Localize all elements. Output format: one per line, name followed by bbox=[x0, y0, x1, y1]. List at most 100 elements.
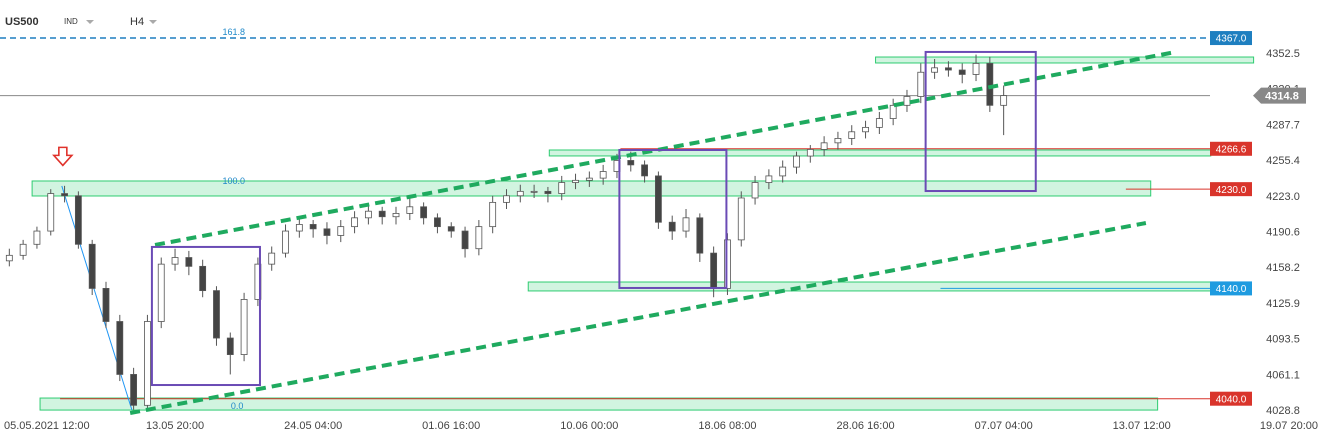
candle-body bbox=[475, 226, 483, 250]
zone bbox=[527, 281, 1212, 292]
interval[interactable]: H4 bbox=[130, 16, 144, 28]
current-price-badge bbox=[1253, 87, 1306, 104]
candle-body bbox=[337, 226, 345, 236]
fib-label: 161.8 bbox=[222, 27, 245, 37]
zone bbox=[875, 56, 1255, 64]
candle-body bbox=[5, 254, 13, 262]
candle-body bbox=[503, 195, 510, 203]
x-tick-label: 18.06 08:00 bbox=[698, 420, 756, 432]
candle-body bbox=[447, 226, 455, 232]
candle-body bbox=[33, 230, 41, 245]
trendline bbox=[154, 49, 1177, 247]
zone bbox=[31, 180, 1152, 197]
candle-body bbox=[917, 71, 925, 97]
y-tick-label: 4125.9 bbox=[1266, 298, 1300, 310]
candle-body bbox=[185, 257, 193, 267]
level-badge bbox=[1210, 141, 1252, 156]
instrument-kind[interactable]: IND bbox=[64, 17, 78, 26]
x-tick-label: 10.06 00:00 bbox=[560, 420, 618, 432]
candle-body bbox=[986, 63, 994, 106]
x-tick-label: 13.05 20:00 bbox=[146, 420, 204, 432]
candle-body bbox=[295, 224, 303, 232]
candle-body bbox=[282, 230, 289, 254]
trendline bbox=[129, 221, 1147, 416]
candle-body bbox=[213, 290, 220, 339]
level-badge bbox=[1210, 281, 1252, 296]
level-label: 4040.0 bbox=[1216, 394, 1247, 405]
candle-body bbox=[654, 175, 662, 223]
fib-label: 100.0 bbox=[222, 176, 245, 186]
candle-body bbox=[806, 149, 814, 157]
candle-body bbox=[958, 69, 966, 75]
candle-body bbox=[1000, 95, 1008, 106]
level-label: 4367.0 bbox=[1216, 34, 1247, 45]
candle-body bbox=[737, 197, 745, 241]
candle-body bbox=[268, 252, 276, 265]
level-label: 4140.0 bbox=[1216, 284, 1247, 295]
level-label: 4266.6 bbox=[1216, 144, 1247, 155]
candle-body bbox=[696, 217, 704, 254]
candle-body bbox=[820, 142, 828, 150]
candle-body bbox=[544, 190, 552, 194]
dropdown-icon[interactable] bbox=[149, 20, 157, 24]
level-badge bbox=[1210, 391, 1252, 406]
candle-body bbox=[102, 288, 110, 322]
candle-body bbox=[972, 63, 980, 75]
y-tick-label: 4223.0 bbox=[1266, 191, 1300, 203]
candle-body bbox=[779, 166, 787, 177]
candle-body bbox=[585, 177, 593, 181]
candle-body bbox=[751, 182, 759, 199]
candle-body bbox=[516, 190, 524, 197]
zone bbox=[39, 397, 1159, 411]
candle-body bbox=[848, 131, 856, 139]
x-tick-label: 19.07 20:00 bbox=[1260, 420, 1318, 432]
y-tick-label: 4158.2 bbox=[1266, 262, 1300, 274]
level-badge bbox=[1210, 182, 1252, 197]
y-tick-label: 4190.6 bbox=[1266, 227, 1300, 239]
y-tick-label: 4093.5 bbox=[1266, 334, 1300, 346]
box bbox=[618, 148, 728, 289]
fib-line bbox=[61, 185, 133, 411]
candle-body bbox=[130, 374, 138, 406]
candle-body bbox=[351, 217, 358, 228]
x-tick-label: 28.06 16:00 bbox=[836, 420, 894, 432]
candle-body bbox=[931, 67, 938, 73]
level-badge bbox=[1210, 31, 1252, 46]
candle-body bbox=[862, 126, 869, 133]
candle-body bbox=[793, 155, 800, 168]
candle-body bbox=[530, 190, 538, 193]
dropdown-icon[interactable] bbox=[86, 20, 94, 24]
x-tick-label: 01.06 16:00 bbox=[422, 420, 480, 432]
x-tick-label: 13.07 12:00 bbox=[1113, 420, 1171, 432]
candle-body bbox=[171, 257, 179, 265]
candle-body bbox=[406, 206, 414, 214]
candle-body bbox=[309, 224, 317, 230]
candle-body bbox=[420, 206, 428, 219]
y-tick-label: 4352.5 bbox=[1266, 48, 1300, 60]
candle-body bbox=[88, 243, 96, 289]
candle-body bbox=[364, 210, 372, 219]
x-tick-label: 24.05 04:00 bbox=[284, 420, 342, 432]
y-tick-label: 4061.1 bbox=[1266, 369, 1300, 381]
box bbox=[924, 50, 1037, 193]
level-label: 4230.0 bbox=[1216, 185, 1247, 196]
candle-body bbox=[875, 118, 883, 128]
candle-body bbox=[392, 213, 400, 218]
candle-body bbox=[240, 299, 248, 355]
candle-body bbox=[157, 263, 165, 322]
candle-body bbox=[19, 243, 27, 256]
candle-body bbox=[61, 193, 68, 197]
x-tick-label: 05.05.2021 12:00 bbox=[4, 420, 90, 432]
candle-body bbox=[641, 164, 648, 177]
candle-body bbox=[461, 230, 469, 250]
candle-body bbox=[489, 201, 497, 228]
candle-body bbox=[599, 171, 607, 179]
signal-arrow bbox=[52, 146, 74, 167]
candle-body bbox=[945, 67, 952, 71]
candle-body bbox=[558, 182, 566, 194]
candle-body bbox=[710, 252, 718, 289]
candle-body bbox=[199, 265, 207, 292]
candle-body bbox=[724, 239, 731, 289]
candle-body bbox=[627, 160, 635, 166]
candle-body bbox=[116, 321, 124, 375]
